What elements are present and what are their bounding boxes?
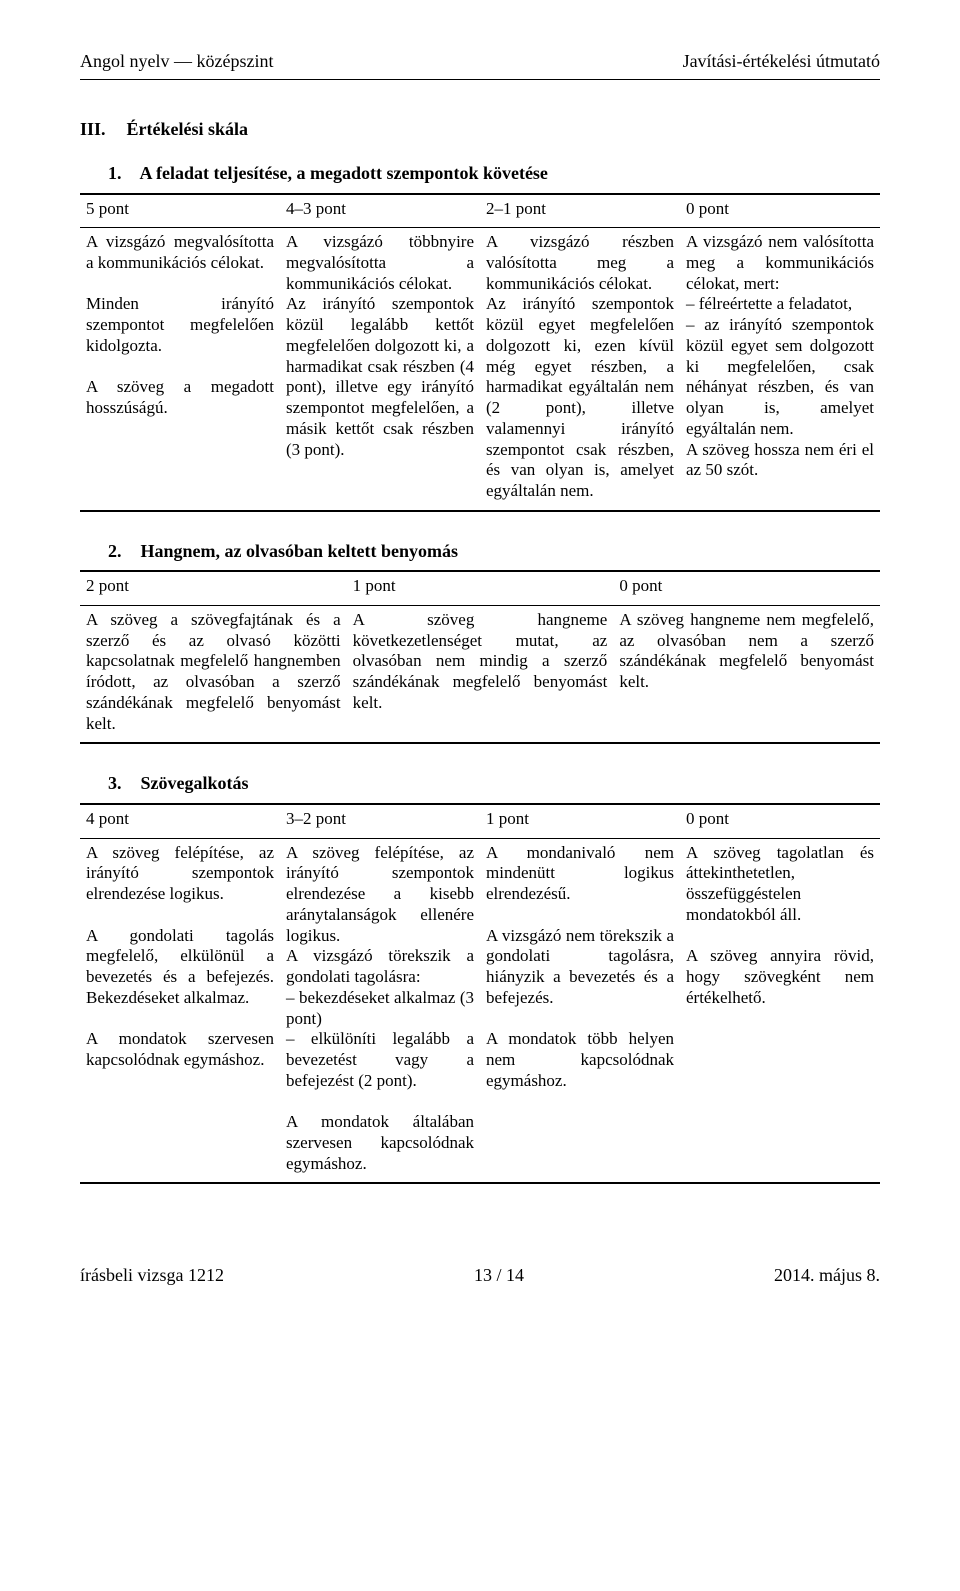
cell: A szöveg felépítése, az irányító szempon…	[80, 839, 280, 1184]
sub1-title: A feladat teljesítése, a megadott szempo…	[140, 163, 548, 183]
subheading-3: 3. Szövegalkotás	[108, 772, 880, 795]
cell: A szöveg felépítése, az irányító szempon…	[280, 839, 480, 1184]
cell: A mondanivaló nem mindenütt logikus elre…	[480, 839, 680, 1184]
sub2-title: Hangnem, az olvasóban keltett benyomás	[141, 541, 459, 561]
sub3-title: Szövegalkotás	[141, 773, 249, 793]
table-row: A vizsgázó megvalósította a kommunikáció…	[80, 228, 880, 511]
table-row: 2 pont 1 pont 0 pont	[80, 572, 880, 605]
col-header: 4 pont	[80, 805, 280, 838]
cell: A szöveg hangneme következetlenséget mut…	[347, 606, 614, 743]
rubric-table-1: 5 pont 4–3 pont 2–1 pont 0 pont A vizsgá…	[80, 193, 880, 512]
col-header: 4–3 pont	[280, 195, 480, 228]
table-row: 5 pont 4–3 pont 2–1 pont 0 pont	[80, 195, 880, 228]
cell: A vizsgázó nem valósította meg a kommuni…	[680, 228, 880, 511]
cell: A szöveg hangneme nem megfelelő, az olva…	[613, 606, 880, 743]
rubric-table-2: 2 pont 1 pont 0 pont A szöveg a szövegfa…	[80, 570, 880, 744]
cell: A szöveg tagolatlan és áttekinthetetlen,…	[680, 839, 880, 1184]
col-header: 5 pont	[80, 195, 280, 228]
table-row: A szöveg felépítése, az irányító szempon…	[80, 839, 880, 1184]
footer-center: 13 / 14	[474, 1264, 524, 1287]
table-row: 4 pont 3–2 pont 1 pont 0 pont	[80, 805, 880, 838]
sub3-num: 3.	[108, 772, 136, 795]
sub2-num: 2.	[108, 540, 136, 563]
col-header: 0 pont	[613, 572, 880, 605]
col-header: 0 pont	[680, 805, 880, 838]
page-header: Angol nyelv — középszint Javítási-értéke…	[80, 50, 880, 73]
footer-right: 2014. május 8.	[774, 1264, 880, 1287]
header-rule	[80, 79, 880, 80]
footer-left: írásbeli vizsga 1212	[80, 1264, 224, 1287]
subheading-2: 2. Hangnem, az olvasóban keltett benyomá…	[108, 540, 880, 563]
col-header: 0 pont	[680, 195, 880, 228]
cell: A vizsgázó megvalósította a kommunikáció…	[80, 228, 280, 511]
section-roman: III.	[80, 118, 122, 141]
sub1-num: 1.	[108, 162, 136, 185]
page-footer: írásbeli vizsga 1212 13 / 14 2014. május…	[80, 1264, 880, 1287]
table-row: A szöveg a szövegfajtának és a szerző és…	[80, 606, 880, 743]
section-heading: III. Értékelési skála	[80, 118, 880, 141]
header-right: Javítási-értékelési útmutató	[683, 50, 880, 73]
section-title: Értékelési skála	[127, 119, 249, 139]
col-header: 3–2 pont	[280, 805, 480, 838]
cell: A vizsgázó többnyire megvalósította a ko…	[280, 228, 480, 511]
col-header: 1 pont	[480, 805, 680, 838]
col-header: 2–1 pont	[480, 195, 680, 228]
col-header: 2 pont	[80, 572, 347, 605]
cell: A vizsgázó részben valósította meg a kom…	[480, 228, 680, 511]
rubric-table-3: 4 pont 3–2 pont 1 pont 0 pont A szöveg f…	[80, 803, 880, 1184]
header-left: Angol nyelv — középszint	[80, 50, 273, 73]
col-header: 1 pont	[347, 572, 614, 605]
subheading-1: 1. A feladat teljesítése, a megadott sze…	[108, 162, 880, 185]
cell: A szöveg a szövegfajtának és a szerző és…	[80, 606, 347, 743]
